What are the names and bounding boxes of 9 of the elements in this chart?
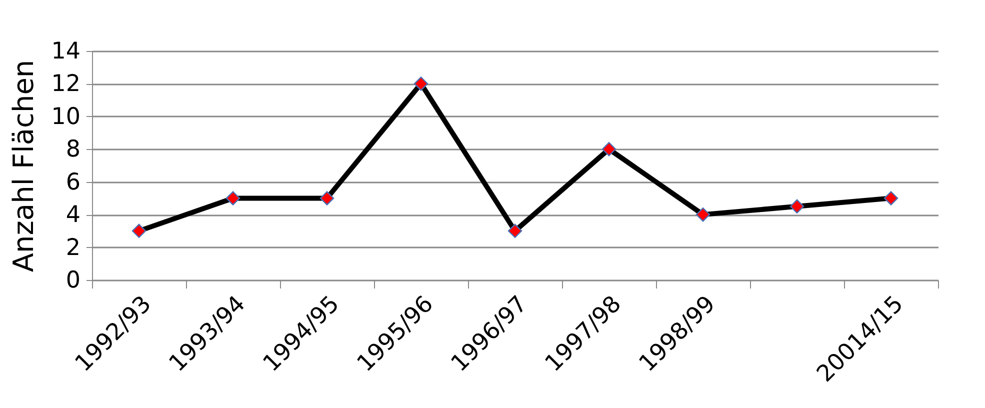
y-tick-label: 12 [51,71,80,98]
y-tick-label: 10 [51,104,80,130]
y-tick-label: 6 [66,169,80,196]
y-tick-label: 0 [66,268,80,294]
y-tick-label: 8 [66,136,80,163]
y-tick-label: 2 [66,234,80,261]
y-axis-title: Anzahl Flächen [7,60,40,272]
y-tick-label: 4 [66,202,80,228]
y-tick-label: 14 [51,38,80,64]
